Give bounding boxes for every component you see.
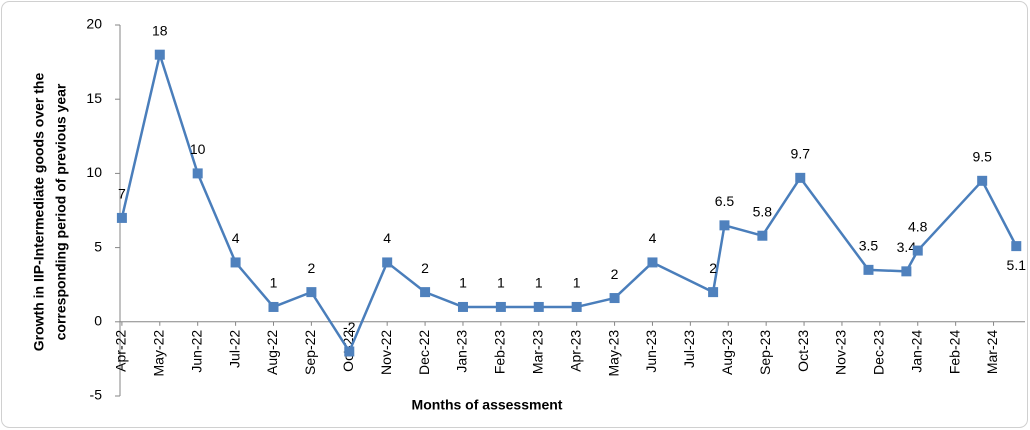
- data-label: 6.5: [715, 193, 735, 209]
- y-axis-title: corresponding period of previous year: [53, 83, 69, 340]
- x-tick-label: Sep-22: [302, 330, 318, 375]
- data-point: [795, 172, 806, 183]
- x-tick-label: Aug-23: [719, 330, 735, 375]
- x-tick-label: Mar-23: [529, 330, 545, 375]
- data-label: 5.1: [1007, 257, 1027, 273]
- x-tick-label: Mar-24: [984, 330, 1000, 375]
- data-label: 3.5: [859, 238, 879, 254]
- data-label: 7: [118, 186, 126, 202]
- x-tick-label: Dec-22: [416, 330, 432, 375]
- data-point: [116, 212, 127, 223]
- data-point: [495, 301, 506, 312]
- data-point: [647, 257, 658, 268]
- x-tick-label: May-22: [150, 330, 166, 377]
- data-label: 4: [649, 230, 657, 246]
- y-tick-label: 5: [94, 238, 102, 254]
- x-tick-label: Aug-22: [264, 330, 280, 375]
- data-label: 9.7: [791, 146, 811, 162]
- x-tick-label: Sep-23: [757, 330, 773, 375]
- y-axis-title: Growth in IIP-Intermediate goods over th…: [31, 73, 47, 352]
- data-point: [457, 301, 468, 312]
- data-point: [719, 220, 730, 231]
- data-point: [306, 287, 317, 298]
- y-tick-label: 15: [86, 90, 102, 106]
- data-point: [863, 264, 874, 275]
- data-point: [1011, 241, 1022, 252]
- data-point: [154, 49, 165, 60]
- data-label: 5.8: [753, 203, 773, 219]
- data-label: 1: [459, 275, 467, 291]
- data-point: [192, 168, 203, 179]
- x-tick-label: Nov-22: [378, 330, 394, 375]
- data-point: [344, 346, 355, 357]
- data-label: 2: [421, 260, 429, 276]
- x-tick-label: May-23: [605, 330, 621, 377]
- data-label: 1: [497, 275, 505, 291]
- data-label: 2: [307, 260, 315, 276]
- data-point: [901, 266, 912, 277]
- x-tick-label: Feb-23: [492, 330, 508, 375]
- data-point: [420, 287, 431, 298]
- x-tick-label: Feb-24: [946, 330, 962, 375]
- data-label: -2: [343, 319, 356, 335]
- data-line: [120, 53, 1018, 353]
- data-point: [977, 175, 988, 186]
- x-tick-label: Oct-23: [795, 330, 811, 372]
- data-label: 1: [573, 275, 581, 291]
- data-label: 3.4: [897, 239, 917, 255]
- data-point: [708, 287, 719, 298]
- data-point: [609, 293, 620, 304]
- y-tick-label: 20: [86, 16, 102, 32]
- data-label: 2: [611, 266, 619, 282]
- data-point: [571, 301, 582, 312]
- data-point: [230, 257, 241, 268]
- data-label: 18: [152, 22, 168, 38]
- x-tick-label: Jan-24: [908, 330, 924, 373]
- data-point: [757, 230, 768, 241]
- y-tick-label: 10: [86, 164, 102, 180]
- x-tick-label: Nov-23: [833, 330, 849, 375]
- x-tick-label: Jul-22: [226, 330, 242, 368]
- data-label: 1: [535, 275, 543, 291]
- data-label: 4: [232, 230, 240, 246]
- data-point: [382, 257, 393, 268]
- x-tick-label: Jan-23: [454, 330, 470, 373]
- data-label: 4.8: [908, 218, 928, 234]
- x-tick-label: Apr-22: [113, 330, 129, 372]
- x-tick-label: Jun-22: [188, 330, 204, 373]
- y-tick-label: 0: [94, 313, 102, 329]
- data-label: 1: [270, 275, 278, 291]
- x-tick-label: Jul-23: [681, 330, 697, 368]
- x-tick-label: Jun-23: [643, 330, 659, 373]
- data-point: [912, 245, 923, 256]
- x-axis-title: Months of assessment: [412, 397, 563, 413]
- data-label: 10: [190, 141, 206, 157]
- data-label: 4: [383, 230, 391, 246]
- data-label: 9.5: [972, 149, 992, 165]
- x-tick-label: Dec-23: [871, 330, 887, 375]
- data-label: 2: [709, 260, 717, 276]
- x-tick-label: Apr-23: [567, 330, 583, 372]
- y-tick-label: -5: [90, 387, 103, 403]
- data-point: [268, 301, 279, 312]
- data-point: [533, 301, 544, 312]
